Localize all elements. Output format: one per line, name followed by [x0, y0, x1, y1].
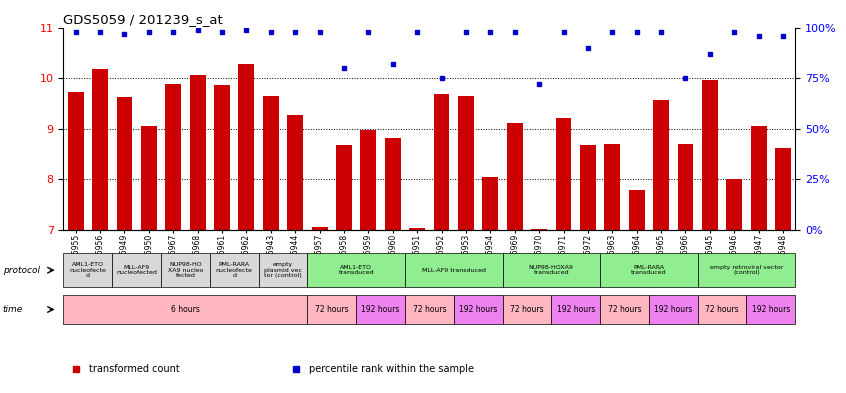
Text: 72 hours: 72 hours [706, 305, 739, 314]
Text: AML1-ETO
transduced: AML1-ETO transduced [338, 265, 374, 275]
Bar [580, 145, 596, 230]
Bar [360, 130, 376, 230]
Bar [409, 228, 425, 230]
Text: empty retroviral vector
(control): empty retroviral vector (control) [710, 265, 783, 275]
Bar [482, 177, 498, 230]
Text: NUP98-HOXA9
transduced: NUP98-HOXA9 transduced [529, 265, 574, 275]
Text: 192 hours: 192 hours [654, 305, 693, 314]
Bar [117, 97, 132, 230]
Text: protocol: protocol [3, 266, 40, 275]
Bar [190, 75, 206, 230]
Text: 6 hours: 6 hours [171, 305, 200, 314]
Text: 72 hours: 72 hours [607, 305, 641, 314]
Bar [653, 100, 669, 230]
Bar [531, 229, 547, 230]
Bar [311, 228, 327, 230]
Bar [727, 179, 742, 230]
Bar [288, 114, 303, 230]
Bar [165, 84, 181, 230]
Text: 192 hours: 192 hours [361, 305, 400, 314]
Bar [239, 64, 255, 230]
Text: PML-RARA
transduced: PML-RARA transduced [631, 265, 667, 275]
Text: GDS5059 / 201239_s_at: GDS5059 / 201239_s_at [63, 13, 223, 26]
Bar [629, 191, 645, 230]
Bar [92, 69, 108, 230]
Bar [141, 126, 157, 230]
Text: empty
plasmid vec
tor (control): empty plasmid vec tor (control) [264, 262, 302, 278]
Text: percentile rank within the sample: percentile rank within the sample [309, 364, 474, 375]
Text: transformed count: transformed count [89, 364, 179, 375]
Bar [434, 94, 449, 230]
Text: 72 hours: 72 hours [315, 305, 349, 314]
Bar [750, 126, 766, 230]
Bar [604, 144, 620, 230]
Text: time: time [3, 305, 23, 314]
Text: 192 hours: 192 hours [557, 305, 595, 314]
Bar [702, 80, 717, 230]
Bar [775, 148, 791, 230]
Text: NUP98-HO
XA9 nucleo
fected: NUP98-HO XA9 nucleo fected [168, 262, 203, 278]
Bar [385, 138, 401, 230]
Bar [507, 123, 523, 230]
Bar [556, 118, 571, 230]
Bar [214, 85, 230, 230]
Text: 72 hours: 72 hours [413, 305, 446, 314]
Bar [458, 96, 474, 230]
Text: 192 hours: 192 hours [751, 305, 790, 314]
Text: 72 hours: 72 hours [510, 305, 544, 314]
Text: MLL-AF9
nucleofected: MLL-AF9 nucleofected [116, 265, 157, 275]
Bar [336, 145, 352, 230]
Bar [68, 92, 84, 230]
Bar [678, 144, 694, 230]
Text: MLL-AF9 transduced: MLL-AF9 transduced [422, 268, 486, 273]
Text: 192 hours: 192 hours [459, 305, 497, 314]
Bar [263, 96, 278, 230]
Text: PML-RARA
nucleofecte
d: PML-RARA nucleofecte d [216, 262, 253, 278]
Text: AML1-ETO
nucleofecte
d: AML1-ETO nucleofecte d [69, 262, 107, 278]
